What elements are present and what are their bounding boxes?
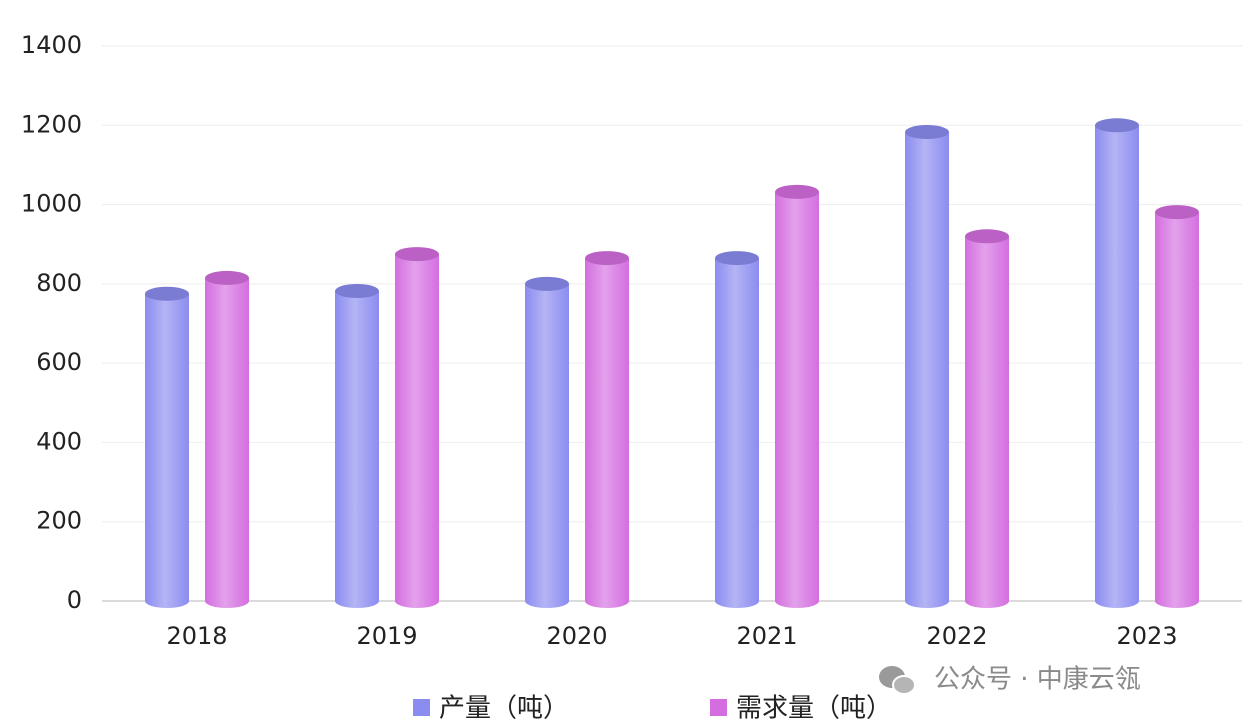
bar-cap: [1095, 118, 1139, 133]
bar: [205, 277, 249, 601]
bar: [965, 236, 1009, 602]
watermark: 公众号 · 中康云瓴: [934, 665, 1141, 695]
y-tick-label: 0: [67, 586, 82, 614]
bar-base: [335, 594, 379, 608]
legend-label: 需求量（吨）: [736, 694, 892, 724]
bar-base: [395, 594, 439, 608]
bar-base: [715, 594, 759, 608]
y-tick-label: 600: [36, 348, 82, 376]
x-tick-label: 2018: [166, 622, 227, 650]
bar: [715, 258, 759, 601]
bar-base: [1155, 594, 1199, 608]
legend-swatch: [710, 699, 727, 716]
bar-cap: [145, 286, 189, 301]
bar: [395, 254, 439, 601]
bar-base: [205, 594, 249, 608]
bar-base: [965, 594, 1009, 608]
y-tick-label: 1200: [21, 110, 82, 138]
y-tick-label: 1400: [21, 31, 82, 59]
bar-base: [1095, 594, 1139, 608]
bar: [1155, 212, 1199, 601]
bar: [585, 258, 629, 601]
x-tick-label: 2020: [546, 622, 607, 650]
bar-base: [585, 594, 629, 608]
x-tick-label: 2019: [356, 622, 417, 650]
y-tick-label: 400: [36, 427, 82, 455]
bar-base: [145, 594, 189, 608]
x-tick-label: 2022: [926, 622, 987, 650]
bar-cap: [395, 247, 439, 262]
y-tick-label: 200: [36, 507, 82, 535]
bar: [145, 293, 189, 601]
bar: [525, 283, 569, 601]
legend-swatch: [413, 699, 430, 716]
x-tick-label: 2021: [736, 622, 797, 650]
bar-cap: [205, 270, 249, 285]
y-tick-label: 800: [36, 269, 82, 297]
bar-base: [775, 594, 819, 608]
bar-cap: [965, 229, 1009, 244]
bar: [775, 191, 819, 601]
bar-cap: [585, 251, 629, 266]
bar-base: [905, 594, 949, 608]
bar-cap: [1155, 205, 1199, 220]
y-tick-label: 1000: [21, 190, 82, 218]
bar: [1095, 125, 1139, 602]
bar-cap: [525, 276, 569, 291]
bar: [335, 290, 379, 601]
bar-cap: [905, 125, 949, 140]
legend-label: 产量（吨）: [439, 694, 569, 724]
x-tick-label: 2023: [1116, 622, 1177, 650]
bar-base: [525, 594, 569, 608]
wechat-icon: [879, 666, 916, 695]
bar-cap: [775, 184, 819, 199]
bar-cap: [335, 283, 379, 298]
bar-cap: [715, 251, 759, 266]
bar: [905, 132, 949, 601]
